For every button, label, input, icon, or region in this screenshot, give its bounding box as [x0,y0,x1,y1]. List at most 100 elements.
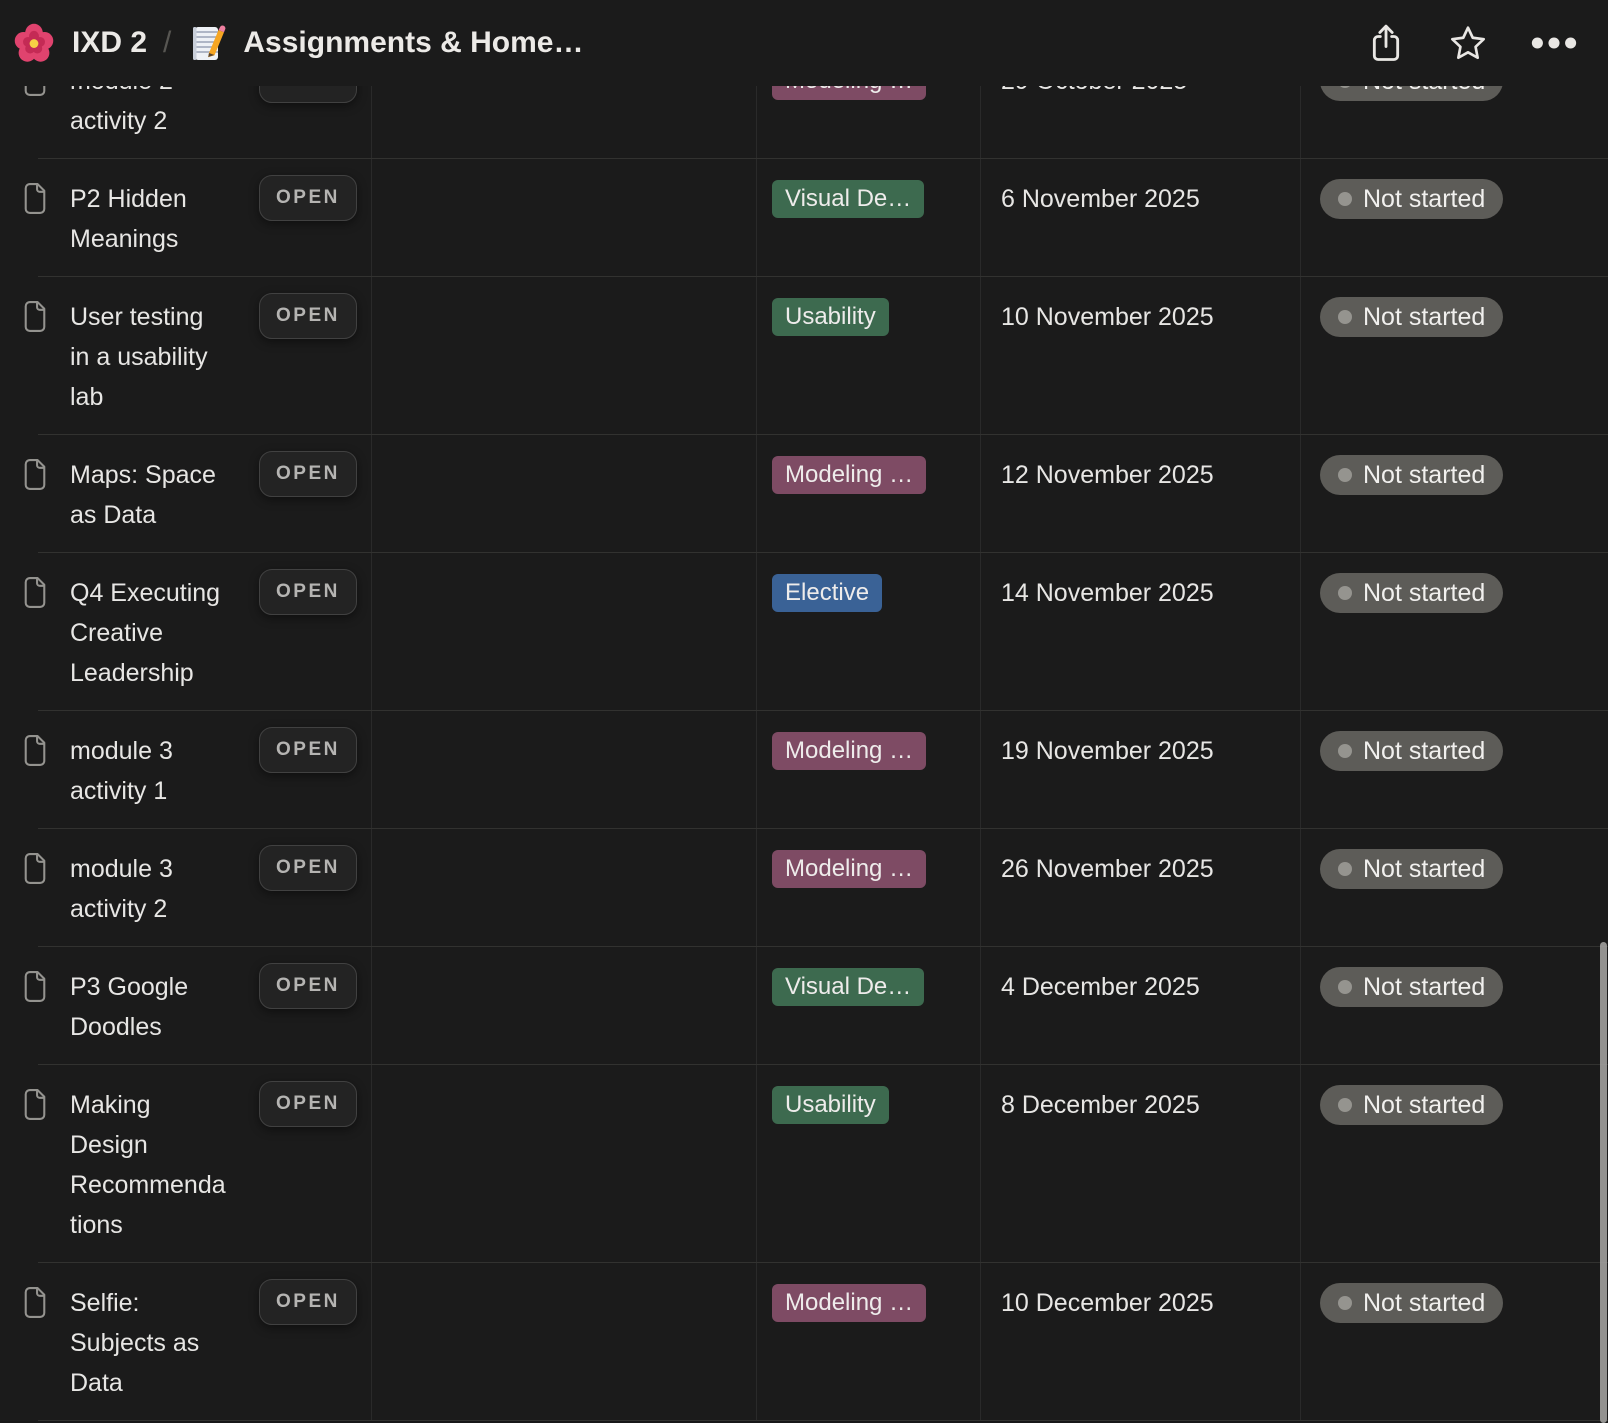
tag-cell[interactable]: Modeling … [757,1263,981,1421]
assignments-table: module 2 activity 2 OPEN Modeling … 29 O… [0,86,1608,1421]
table-row[interactable]: User testing in a usability lab OPEN Usa… [0,277,1608,435]
date-cell[interactable]: 4 December 2025 [981,947,1301,1065]
title-cell[interactable]: Selfie: Subjects as Data OPEN [0,1263,372,1421]
favorite-button[interactable] [1448,23,1488,63]
page-icon [22,458,48,496]
tag-cell[interactable]: Visual De… [757,947,981,1065]
empty-cell[interactable] [372,435,757,553]
status-cell[interactable]: Not started [1301,1263,1608,1421]
empty-cell[interactable] [372,711,757,829]
open-button[interactable]: OPEN [259,727,357,773]
tag-cell[interactable]: Modeling … [757,711,981,829]
title-cell[interactable]: Maps: Space as Data OPEN [0,435,372,553]
more-button[interactable] [1530,35,1578,51]
status-cell[interactable]: Not started [1301,277,1608,435]
open-button[interactable]: OPEN [259,1279,357,1325]
table-row[interactable]: Maps: Space as Data OPEN Modeling … 12 N… [0,435,1608,553]
date-cell[interactable]: 19 November 2025 [981,711,1301,829]
open-button[interactable]: OPEN [259,175,357,221]
date-cell[interactable]: 29 October 2025 [981,86,1301,159]
row-title: User testing in a usability lab [70,303,208,411]
date-cell[interactable]: 12 November 2025 [981,435,1301,553]
date-value: 4 December 2025 [1001,973,1200,1001]
open-button[interactable]: OPEN [259,293,357,339]
date-cell[interactable]: 8 December 2025 [981,1065,1301,1263]
breadcrumb-page[interactable]: Assignments & Home… [187,23,583,63]
empty-cell[interactable] [372,86,757,159]
empty-cell[interactable] [372,159,757,277]
share-button[interactable] [1366,22,1406,64]
date-cell[interactable]: 14 November 2025 [981,553,1301,711]
table-row[interactable]: module 2 activity 2 OPEN Modeling … 29 O… [0,86,1608,159]
status-label: Not started [1363,578,1486,607]
empty-cell[interactable] [372,277,757,435]
title-cell[interactable]: module 2 activity 2 OPEN [0,86,372,159]
row-title: module 3 activity 2 [70,855,173,923]
tag-cell[interactable]: Modeling … [757,435,981,553]
open-button[interactable]: OPEN [259,451,357,497]
open-button[interactable]: OPEN [259,569,357,615]
status-label: Not started [1363,854,1486,883]
page-icon [22,970,48,1008]
empty-cell[interactable] [372,553,757,711]
status-label: Not started [1363,1090,1486,1119]
hibiscus-emoji [12,21,56,65]
table-row[interactable]: P3 Google Doodles OPEN Visual De… 4 Dece… [0,947,1608,1065]
tag-cell[interactable]: Modeling … [757,86,981,159]
tag-cell[interactable]: Usability [757,1065,981,1263]
date-cell[interactable]: 26 November 2025 [981,829,1301,947]
status-cell[interactable]: Not started [1301,86,1608,159]
status-cell[interactable]: Not started [1301,947,1608,1065]
title-cell[interactable]: User testing in a usability lab OPEN [0,277,372,435]
scrollbar-thumb[interactable] [1600,942,1607,1423]
title-cell[interactable]: module 3 activity 1 OPEN [0,711,372,829]
status-label: Not started [1363,972,1486,1001]
tag-cell[interactable]: Modeling … [757,829,981,947]
tag-cell[interactable]: Usability [757,277,981,435]
tag-pill: Modeling … [772,850,927,888]
row-title: module 2 activity 2 [70,86,173,135]
title-cell[interactable]: module 3 activity 2 OPEN [0,829,372,947]
empty-cell[interactable] [372,829,757,947]
tag-cell[interactable]: Elective [757,553,981,711]
open-button[interactable]: OPEN [259,86,357,103]
status-dot [1338,1296,1352,1310]
tag-cell[interactable]: Visual De… [757,159,981,277]
date-cell[interactable]: 10 November 2025 [981,277,1301,435]
table-row[interactable]: module 3 activity 2 OPEN Modeling … 26 N… [0,829,1608,947]
status-cell[interactable]: Not started [1301,435,1608,553]
status-cell[interactable]: Not started [1301,829,1608,947]
table-row[interactable]: P2 Hidden Meanings OPEN Visual De… 6 Nov… [0,159,1608,277]
empty-cell[interactable] [372,1065,757,1263]
page-icon [22,1286,48,1324]
breadcrumb-separator: / [163,26,172,59]
status-cell[interactable]: Not started [1301,159,1608,277]
status-dot [1338,192,1352,206]
status-cell[interactable]: Not started [1301,711,1608,829]
page-icon [22,576,48,614]
title-cell[interactable]: P3 Google Doodles OPEN [0,947,372,1065]
title-cell[interactable]: Making Design Recommendations OPEN [0,1065,372,1263]
date-cell[interactable]: 10 December 2025 [981,1263,1301,1421]
status-cell[interactable]: Not started [1301,553,1608,711]
open-button[interactable]: OPEN [259,845,357,891]
breadcrumb-workspace[interactable]: IXD 2 [12,21,147,65]
title-cell[interactable]: P2 Hidden Meanings OPEN [0,159,372,277]
status-label: Not started [1363,86,1485,96]
table-row[interactable]: module 3 activity 1 OPEN Modeling … 19 N… [0,711,1608,829]
empty-cell[interactable] [372,947,757,1065]
empty-cell[interactable] [372,1263,757,1421]
date-value: 12 November 2025 [1001,461,1214,489]
title-cell[interactable]: Q4 Executing Creative Leadership OPEN [0,553,372,711]
page-icon [22,182,48,220]
status-dot [1338,86,1352,88]
tag-pill: Visual De… [772,180,925,218]
table-row[interactable]: Selfie: Subjects as Data OPEN Modeling …… [0,1263,1608,1421]
table-row[interactable]: Q4 Executing Creative Leadership OPEN El… [0,553,1608,711]
share-icon [1372,24,1400,61]
status-cell[interactable]: Not started [1301,1065,1608,1263]
table-row[interactable]: Making Design Recommendations OPEN Usabi… [0,1065,1608,1263]
open-button[interactable]: OPEN [259,1081,357,1127]
date-cell[interactable]: 6 November 2025 [981,159,1301,277]
open-button[interactable]: OPEN [259,963,357,1009]
